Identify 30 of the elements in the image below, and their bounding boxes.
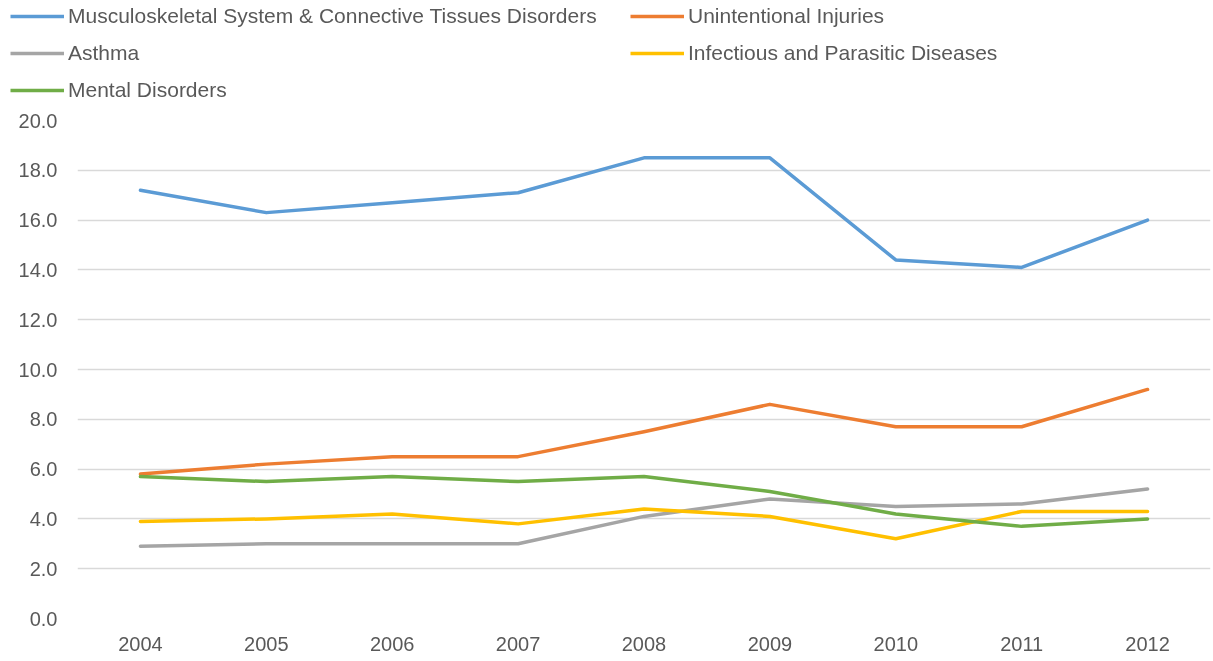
x-tick-label: 2008	[621, 632, 667, 655]
x-tick-label: 2007	[495, 632, 541, 655]
y-tick-label: 4.0	[29, 507, 58, 530]
x-tick-label: 2011	[1000, 632, 1044, 655]
x-tick-label: 2005	[244, 632, 289, 655]
y-tick-label: 8.0	[29, 408, 58, 431]
y-tick-label: 6.0	[29, 458, 58, 481]
y-tick-label: 2.0	[29, 557, 58, 580]
y-tick-label: 10.0	[18, 358, 58, 381]
line-series	[138, 387, 1150, 476]
y-tick-label: 0.0	[29, 607, 58, 630]
x-tick-label: 2012	[1125, 632, 1170, 655]
y-tick-label: 14.0	[18, 258, 58, 281]
legend-label: Musculoskeletal System & Connective Tissues Disorders	[68, 4, 598, 28]
y-tick-label: 16.0	[18, 209, 58, 232]
legend-label: Unintentional Injuries	[688, 4, 886, 28]
x-tick-label: 2004	[118, 632, 163, 655]
legend-label: Mental Disorders	[68, 78, 228, 102]
line-series	[138, 487, 1150, 549]
x-tick-label: 2010	[873, 632, 919, 655]
line-series	[138, 507, 1150, 541]
legend-label: Infectious and Parasitic Diseases	[688, 41, 999, 65]
x-tick-label: 2009	[747, 632, 793, 655]
legend-label: Asthma	[68, 41, 141, 65]
y-tick-label: 18.0	[18, 159, 58, 182]
y-tick-label: 20.0	[18, 109, 58, 132]
line-series	[138, 474, 1150, 529]
line-series	[138, 156, 1150, 270]
y-tick-label: 12.0	[18, 308, 58, 331]
x-tick-label: 2006	[369, 632, 415, 655]
